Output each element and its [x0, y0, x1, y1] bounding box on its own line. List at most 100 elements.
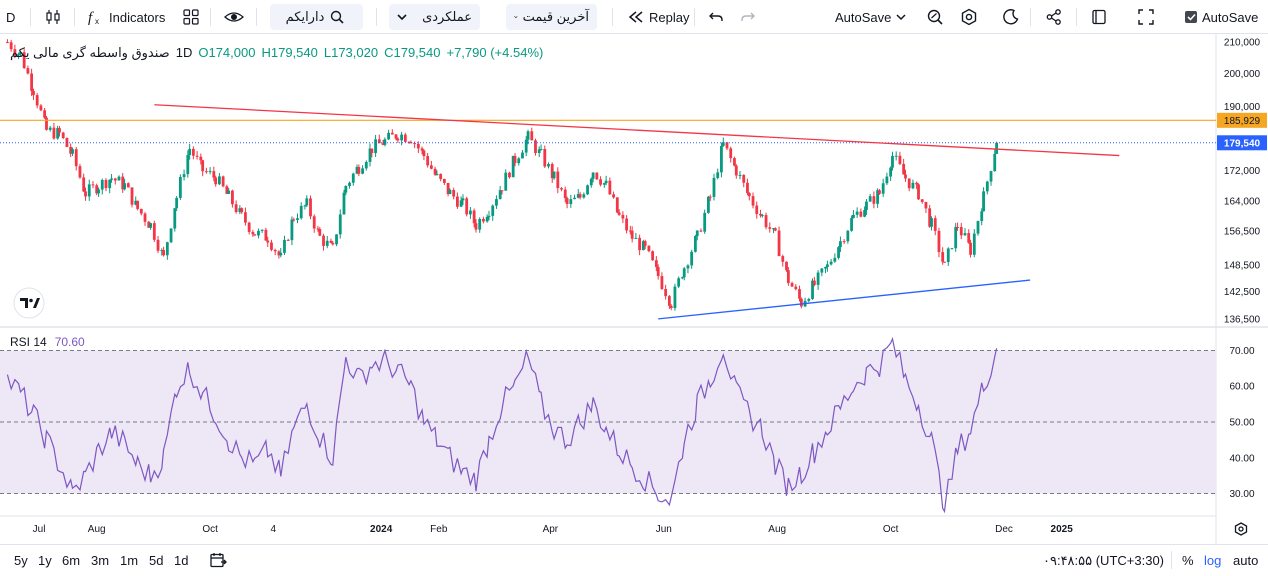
rsi-line	[6, 336, 998, 514]
toolbar-divider	[74, 8, 75, 26]
visibility-button[interactable]	[224, 4, 244, 30]
candle	[569, 194, 573, 208]
price-axis[interactable]: 210,000 200,000 190,000 172,000 164,000 156,5…	[1224, 38, 1261, 326]
chart-canvas[interactable]: 210,000 200,000 190,000 172,000 164,000 156,5…	[0, 34, 1268, 544]
quick-search-button[interactable]	[926, 4, 944, 30]
zoom-search-icon	[927, 9, 943, 25]
range-1m[interactable]: 1m	[120, 553, 139, 568]
layout-button[interactable]	[1090, 4, 1108, 30]
tradingview-logo[interactable]	[13, 287, 45, 319]
candle	[247, 221, 251, 235]
candle	[664, 284, 668, 300]
candle	[937, 227, 941, 258]
candle	[539, 144, 543, 151]
candle	[621, 211, 625, 224]
candle	[329, 238, 333, 244]
support-trendline[interactable]	[658, 279, 1031, 320]
rsi-axis[interactable]: 70.00 60.00 50.00 40.00 30.00	[1229, 346, 1254, 500]
candle	[504, 169, 508, 191]
fullscreen-button[interactable]	[1137, 4, 1155, 30]
candle	[403, 132, 407, 143]
date-range-button[interactable]	[209, 551, 227, 572]
candle	[374, 134, 377, 157]
candle	[967, 229, 971, 244]
candle	[165, 241, 169, 260]
candle	[747, 192, 751, 201]
time-tick-label: Dec	[995, 524, 1013, 535]
percent-toggle[interactable]: %	[1182, 553, 1194, 568]
time-tick-label: Aug	[768, 524, 786, 535]
svg-text:f: f	[88, 10, 94, 26]
candle	[798, 285, 801, 302]
indicators-button[interactable]: f x Indicators	[86, 4, 165, 30]
candle	[370, 148, 374, 158]
candle	[656, 264, 660, 280]
compare-symbol-button[interactable]: دارایکم	[270, 4, 363, 30]
candle	[556, 167, 560, 194]
range-1y[interactable]: 1y	[38, 553, 52, 568]
price-tick-label: 210,000	[1224, 38, 1261, 49]
grid-icon	[183, 9, 199, 25]
symbol-button[interactable]: D	[6, 4, 15, 30]
candle	[537, 146, 541, 158]
candle-style-button[interactable]	[44, 4, 62, 30]
candle	[325, 236, 329, 249]
price-badge-blue-label: 179,540	[1224, 138, 1261, 149]
candle	[543, 145, 547, 169]
candle	[238, 205, 242, 215]
time-axis[interactable]: Jul Aug Oct 4 2024 Feb Apr Jun Aug Oct Dec 2025	[33, 524, 1074, 535]
candle	[773, 227, 777, 232]
candle	[316, 225, 320, 232]
rsi-legend[interactable]: RSI 14 70.60	[10, 335, 85, 349]
range-5d[interactable]: 5d	[149, 553, 164, 568]
price-source-select[interactable]: آخرین قیمت	[506, 4, 597, 30]
instrument-name: صندوق واسطه گری مالی یکم	[10, 45, 170, 60]
candle	[121, 173, 125, 193]
theme-button[interactable]	[1002, 4, 1020, 30]
resistance-trendline[interactable]	[154, 104, 1120, 157]
autosave-dropdown[interactable]: AutoSave	[835, 4, 906, 30]
candle	[768, 222, 772, 233]
candle	[669, 304, 673, 311]
candle	[312, 214, 316, 233]
candle	[820, 267, 824, 277]
chart-type-select[interactable]: عملکردی	[389, 4, 480, 30]
candle	[6, 39, 9, 44]
candle	[35, 92, 39, 109]
candle	[286, 238, 290, 241]
candle	[852, 209, 855, 219]
templates-button[interactable]	[182, 4, 200, 30]
candle	[446, 182, 450, 197]
range-1d[interactable]: 1d	[174, 553, 189, 568]
price-pane-background	[0, 34, 1216, 326]
share-button[interactable]	[1045, 4, 1063, 30]
price-tick-label: 164,000	[1224, 196, 1261, 207]
autosave-checkbox[interactable]: AutoSave	[1185, 4, 1258, 30]
candle	[461, 194, 465, 206]
chart-type-label: عملکردی	[422, 9, 472, 24]
range-6m[interactable]: 6m	[62, 553, 81, 568]
candle	[547, 162, 550, 169]
candle	[859, 208, 863, 218]
redo-button[interactable]	[740, 4, 756, 30]
range-3m[interactable]: 3m	[91, 553, 110, 568]
settings-button[interactable]	[960, 4, 978, 30]
share-icon	[1046, 9, 1061, 25]
candle	[946, 247, 950, 266]
price-legend[interactable]: صندوق واسطه گری مالی یکم 1D O174,000 H17…	[10, 45, 543, 61]
candle	[225, 184, 229, 194]
chart-area[interactable]: 210,000 200,000 190,000 172,000 164,000 156,5…	[0, 34, 1268, 544]
auto-toggle[interactable]: auto	[1233, 553, 1259, 568]
log-toggle[interactable]: log	[1204, 553, 1222, 568]
candle	[383, 137, 387, 147]
candle	[868, 193, 872, 202]
timezone-clock[interactable]: ۰۹:۴۸:۵۵ (UTC+3:30)	[1043, 553, 1164, 568]
time-axis-settings-icon[interactable]	[1234, 522, 1248, 536]
candle	[982, 187, 985, 212]
undo-button[interactable]	[708, 4, 724, 30]
replay-button[interactable]: Replay	[628, 4, 689, 30]
range-5y[interactable]: 5y	[14, 553, 28, 568]
chevron-down-icon	[397, 14, 407, 21]
candle	[342, 189, 346, 215]
rsi-series	[6, 336, 998, 514]
